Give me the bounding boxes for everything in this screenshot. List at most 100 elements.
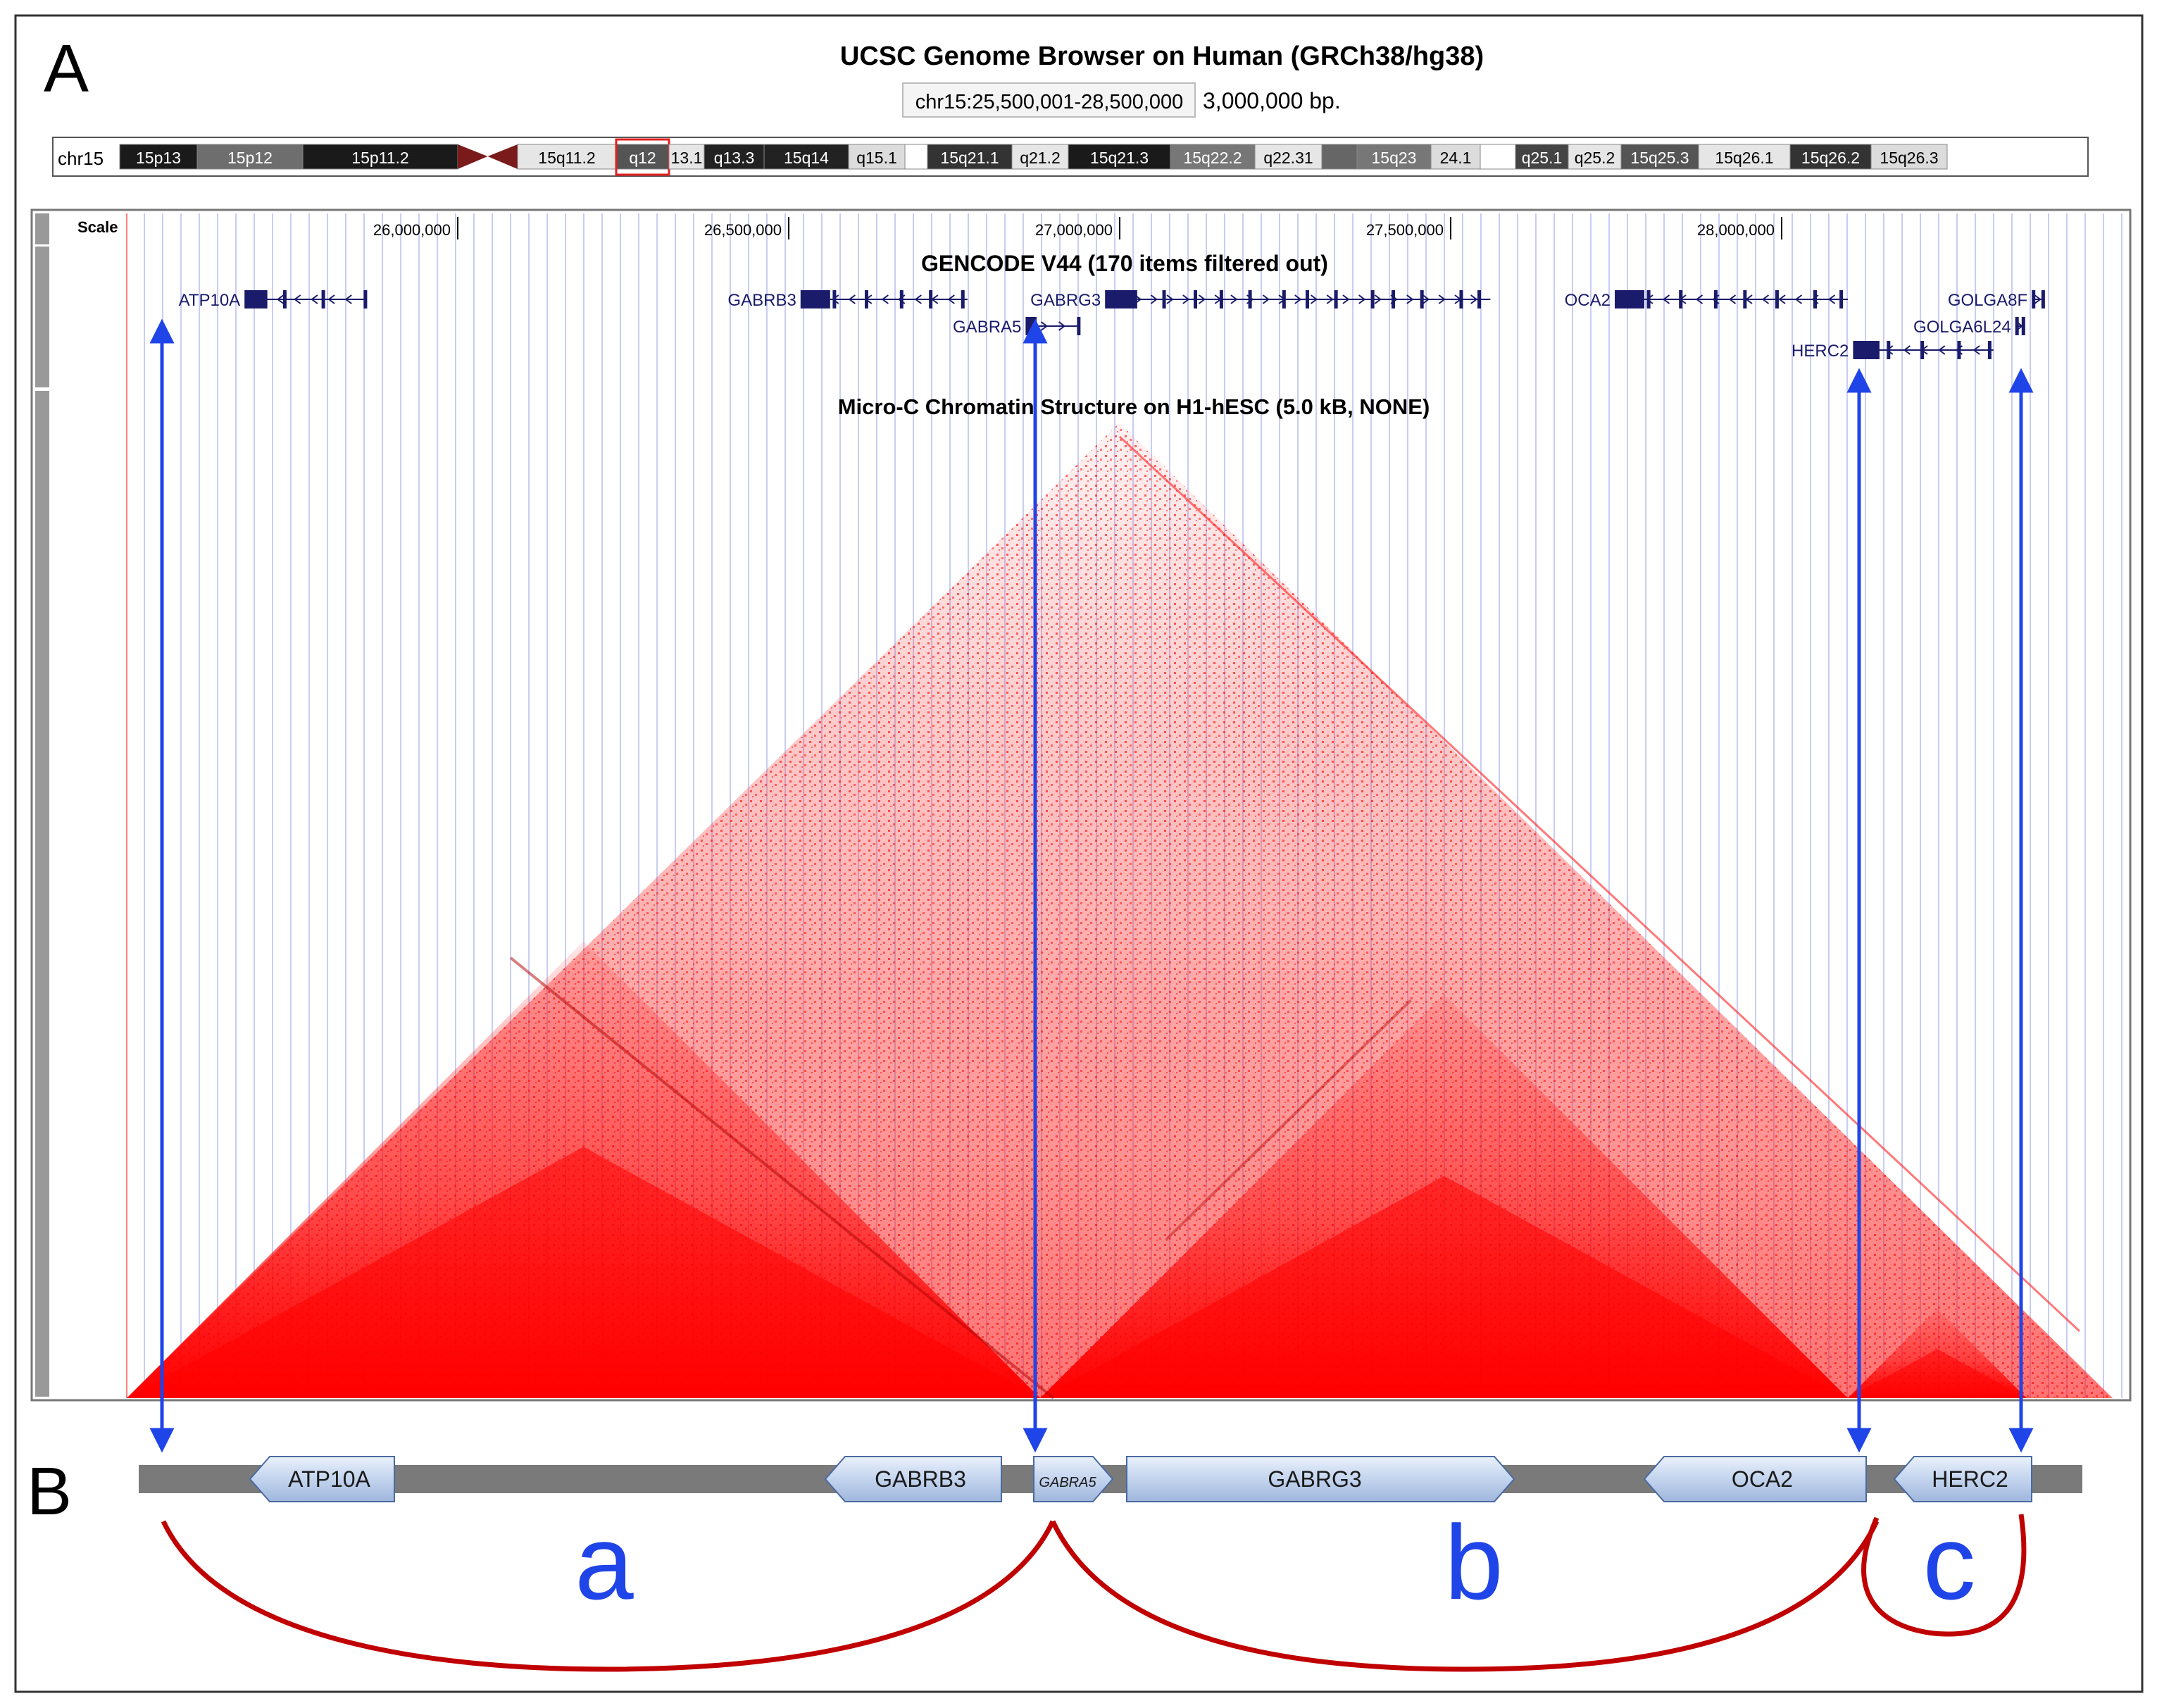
b-gene-gabrg3: GABRG3	[1126, 1456, 1515, 1502]
panel-a-label: A	[44, 31, 89, 106]
tad-arc-b	[1050, 1520, 1880, 1672]
track-handle-ruler[interactable]	[35, 213, 49, 244]
gene-gabrb3[interactable]: GABRB3	[727, 290, 968, 310]
ruler-tick-label: 27,500,000	[1366, 221, 1444, 239]
ideogram-band-10[interactable]	[904, 144, 928, 170]
b-gene-label: GABRB3	[875, 1466, 966, 1492]
ideogram-band-6[interactable]	[668, 144, 705, 170]
gene-gabrg3[interactable]: GABRG3	[1030, 290, 1491, 310]
ideogram-band-label: 24.1	[1440, 149, 1472, 167]
scale-ruler: Scale 26,000,000 26,500,000 27,000,000 27,5…	[77, 217, 1782, 239]
gene-oca2[interactable]: OCA2	[1565, 290, 1848, 310]
ideogram-band-label: 15q26.2	[1801, 149, 1860, 167]
tad-core-2	[1040, 1176, 1848, 1398]
gene-label: GABRB3	[727, 291, 796, 310]
b-gene-gabrb3: GABRB3	[824, 1456, 1002, 1502]
ideogram-band-9[interactable]	[848, 144, 906, 170]
panel-b-label: B	[27, 1454, 72, 1529]
ideogram-band-17[interactable]	[1356, 144, 1432, 170]
domain-label-c: c	[1923, 1503, 1976, 1621]
gene-label: GOLGA8F	[1948, 291, 2027, 310]
tad-boundary-arrows	[149, 318, 2034, 1453]
ideogram-band-label: 13.1	[671, 149, 703, 167]
ideogram-band-25[interactable]	[1870, 144, 1948, 170]
ideogram-band-label: 15q14	[784, 149, 829, 167]
ruler-tick-label: 26,000,000	[373, 221, 451, 239]
domain-label-a: a	[575, 1503, 634, 1621]
ideogram-band-13[interactable]	[1068, 144, 1171, 170]
ideogram-chrom-label: chr15	[58, 148, 104, 169]
microc-heatmap	[127, 423, 2113, 1400]
microc-track-title: Micro-C Chromatin Structure on H1-hESC (…	[838, 394, 1430, 419]
ideogram-band-label: 15q26.1	[1715, 149, 1773, 167]
ruler-tick-label: 27,000,000	[1035, 221, 1113, 239]
ideogram-band-label: 15q11.2	[538, 149, 595, 167]
b-gene-label: HERC2	[1932, 1466, 2008, 1492]
gene-label: ATP10A	[179, 291, 241, 310]
tad-arc-c	[1861, 1514, 2027, 1637]
b-gene-label: GABRA5	[1039, 1475, 1096, 1490]
ideogram-band-19[interactable]	[1480, 144, 1516, 170]
heatmap-stripe	[1118, 435, 2081, 1333]
ideogram-band-label: q15.1	[856, 149, 897, 167]
ideogram-band-label: 15q22.2	[1183, 149, 1242, 167]
tad-arc-a	[161, 1520, 1056, 1672]
b-gene-herc2: HERC2	[1893, 1456, 2032, 1502]
ideogram-band-label: 15q26.3	[1880, 149, 1938, 167]
gene-label: GOLGA6L24	[1913, 318, 2011, 337]
ideogram-band-label: q12	[629, 149, 656, 167]
ideogram-band-1[interactable]	[196, 144, 304, 170]
ideogram-band-label: 15q21.1	[940, 149, 999, 167]
ideogram-band-12[interactable]	[1011, 144, 1069, 170]
b-gene-gabra5: GABRA5	[1033, 1456, 1114, 1502]
gene-label: OCA2	[1565, 291, 1611, 310]
gene-golga8f[interactable]: GOLGA8F	[1948, 290, 2045, 310]
ideogram-band-11[interactable]	[927, 144, 1013, 170]
scale-label: Scale	[77, 218, 118, 236]
ideogram-band-label: 15p11.2	[351, 149, 408, 167]
ruler-tick-label: 28,000,000	[1697, 221, 1775, 239]
gene-golga6l24[interactable]: GOLGA6L24	[1913, 317, 2025, 337]
ideogram-band-16[interactable]	[1321, 144, 1358, 170]
heatmap-stripe	[509, 956, 1055, 1400]
ideogram-band-7[interactable]	[704, 144, 765, 170]
b-gene-label: OCA2	[1732, 1466, 1793, 1492]
ideogram-band-24[interactable]	[1789, 144, 1872, 170]
ideogram-band-label: q13.3	[714, 149, 755, 167]
browser-title: UCSC Genome Browser on Human (GRCh38/hg3…	[840, 42, 1484, 71]
ideogram-band-5[interactable]	[615, 144, 670, 170]
figure-frame	[14, 14, 2144, 1693]
ideogram-band-14[interactable]	[1170, 144, 1256, 170]
gene-atp10a[interactable]: ATP10A	[179, 290, 368, 310]
ideogram-band-label: 15p13	[136, 149, 181, 167]
position-box[interactable]	[902, 82, 1196, 118]
track-handle-gencode[interactable]	[35, 247, 49, 387]
domain-label-b: b	[1444, 1503, 1503, 1621]
b-gene-label: GABRG3	[1268, 1466, 1361, 1492]
region-size: 3,000,000 bp.	[1203, 88, 1341, 113]
tad-core-1	[127, 1147, 1041, 1398]
position-text: chr15:25,500,001-28,500,000	[915, 91, 1184, 113]
ideogram-band-15[interactable]	[1254, 144, 1323, 170]
ideogram-band-18[interactable]	[1430, 144, 1481, 170]
gencode-track-title: GENCODE V44 (170 items filtered out)	[921, 251, 1328, 276]
ruler-tick-label: 26,500,000	[704, 221, 782, 239]
gene-label: HERC2	[1792, 342, 1849, 361]
ideogram-band-23[interactable]	[1698, 144, 1791, 170]
b-gene-atp10a: ATP10A	[249, 1456, 395, 1502]
ideogram-band-label: 15p12	[227, 149, 273, 167]
gene-label: GABRG3	[1030, 291, 1101, 310]
chromosome-ideogram[interactable]: chr15 15p13 15p12 15p11.2 15q11.2 q12 13.1 q13…	[52, 137, 2089, 177]
ideogram-band-label: q21.2	[1020, 149, 1061, 167]
gencode-genes: ATP10A GABRB3 GABRG3 GABRA5 OCA2 GOLGA8F GOLGA…	[179, 290, 2045, 361]
gene-herc2[interactable]: HERC2	[1792, 341, 1994, 361]
panel-b-genes: ATP10A GABRB3 GABRA5 GABRG3 OCA2 HERC2	[249, 1456, 2032, 1502]
ideogram-band-label: 15q25.3	[1630, 149, 1689, 167]
ideogram-band-label: 15q23	[1372, 149, 1417, 167]
ideogram-band-2[interactable]	[302, 144, 458, 170]
track-handle-microc[interactable]	[35, 391, 49, 1397]
ideogram-band-20[interactable]	[1515, 144, 1569, 170]
tad-domain-arcs: a b c	[161, 1503, 2027, 1672]
ideogram-band-21[interactable]	[1568, 144, 1622, 170]
ideogram-band-4[interactable]	[517, 144, 617, 170]
